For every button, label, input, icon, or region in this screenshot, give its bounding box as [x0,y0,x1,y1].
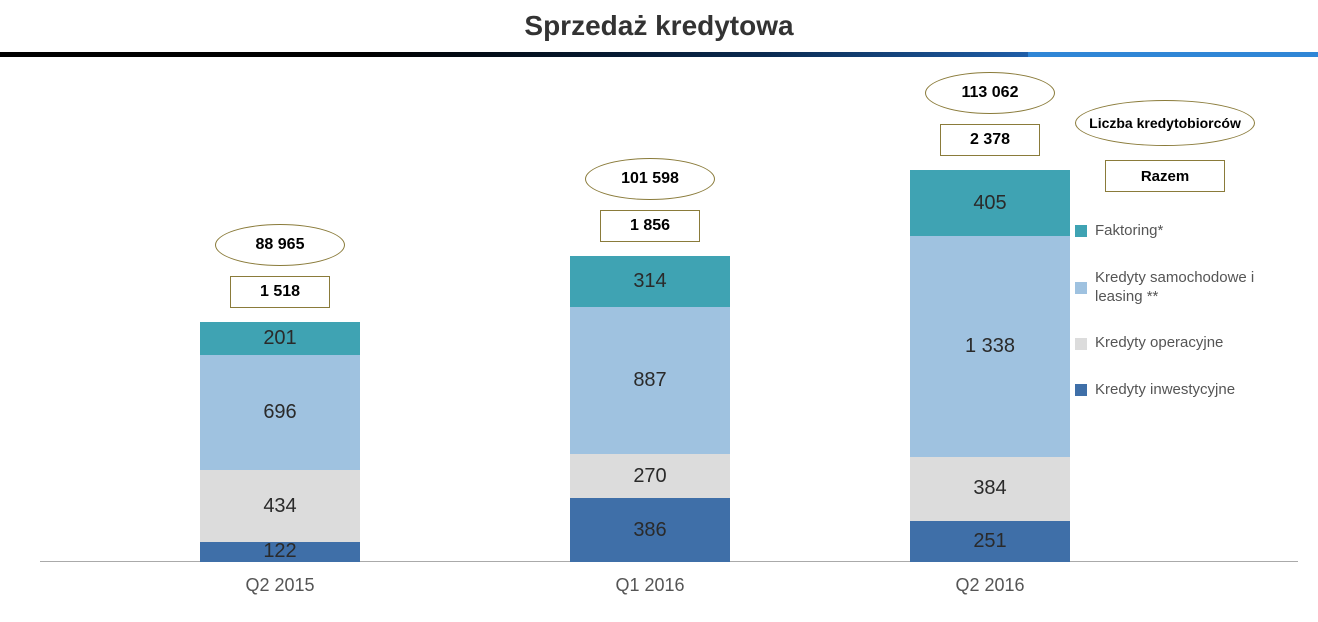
bar-segment-inwestycyjne: 251 [910,521,1070,562]
legend-label: Faktoring* [1095,222,1163,241]
legend-label: Kredyty operacyjne [1095,334,1223,353]
legend-borrowers-ellipse: Liczba kredytobiorców [1075,100,1255,146]
legend-item: Kredyty samochodowe i leasing ** [1075,269,1285,307]
legend-swatch [1075,282,1087,294]
legend-item: Faktoring* [1075,222,1285,241]
legend-swatch [1075,225,1087,237]
legend-swatch [1075,338,1087,350]
rule-black [0,52,369,57]
chart-legend: Liczba kredytobiorców Razem Faktoring* Kred… [1075,100,1285,428]
category-label: Q1 2016 [500,575,800,596]
bar-segment-faktoring: 405 [910,170,1070,237]
legend-item: Kredyty operacyjne [1075,334,1285,353]
rule-gradient [369,52,1028,57]
rule-blue [1028,52,1318,57]
category-label: Q2 2016 [840,575,1140,596]
borrowers-ellipse: 113 062 [925,72,1055,114]
header-rule [0,52,1318,62]
bar-segment-operacyjne: 270 [570,454,730,499]
borrowers-ellipse: 101 598 [585,158,715,200]
bar-segment-faktoring: 314 [570,256,730,308]
bar-segment-faktoring: 201 [200,322,360,355]
bar-segment-inwestycyjne: 122 [200,542,360,562]
stacked-bar: 2513841 338405 [910,170,1070,562]
total-box: 2 378 [940,124,1040,156]
total-box: 1 856 [600,210,700,242]
bar-segment-operacyjne: 384 [910,457,1070,520]
bar-segment-samochodowe: 696 [200,355,360,470]
bar-segment-samochodowe: 887 [570,307,730,453]
legend-label: Kredyty inwestycyjne [1095,381,1235,400]
bar-segment-samochodowe: 1 338 [910,236,1070,457]
legend-total-box: Razem [1105,160,1225,192]
chart-title: Sprzedaż kredytowa [0,0,1318,42]
borrowers-ellipse: 88 965 [215,224,345,266]
legend-swatch [1075,384,1087,396]
total-box: 1 518 [230,276,330,308]
bar-segment-operacyjne: 434 [200,470,360,542]
category-label: Q2 2015 [130,575,430,596]
legend-item: Kredyty inwestycyjne [1075,381,1285,400]
stacked-bar: 122434696201 [200,322,360,562]
legend-label: Kredyty samochodowe i leasing ** [1095,269,1285,307]
stacked-bar: 386270887314 [570,256,730,562]
bar-segment-inwestycyjne: 386 [570,498,730,562]
